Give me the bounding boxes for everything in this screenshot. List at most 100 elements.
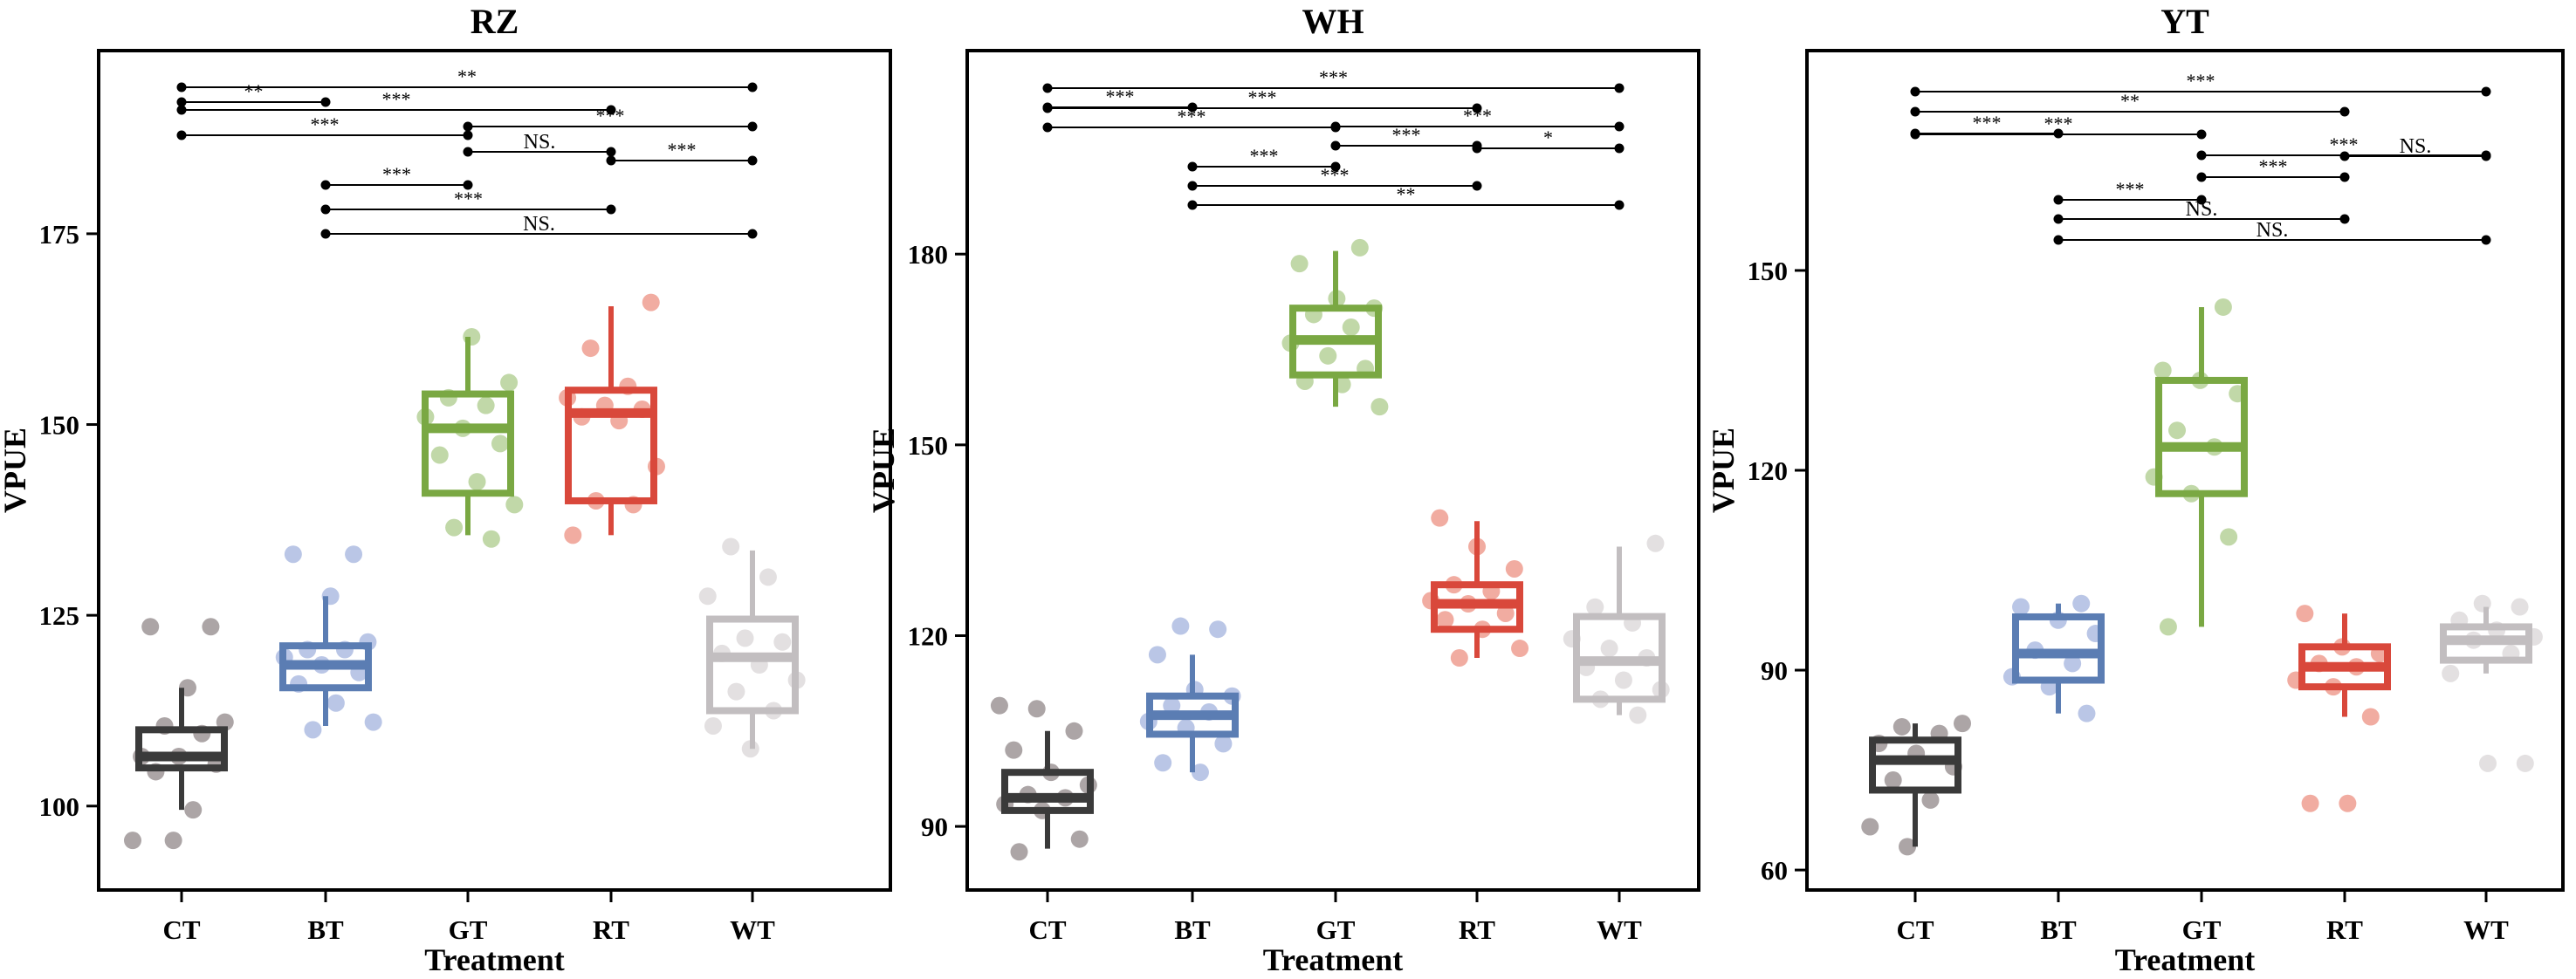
- data-point-gt: [2214, 298, 2232, 316]
- x-tick-label: WT: [730, 914, 775, 945]
- data-point-ct: [1005, 741, 1023, 759]
- data-point-ct: [141, 618, 160, 636]
- box-bt: [2012, 613, 2105, 684]
- data-point-rt: [1436, 611, 1454, 629]
- data-point-gt: [430, 446, 449, 464]
- significance-label: NS.: [523, 213, 555, 236]
- data-point-gt: [1342, 318, 1360, 337]
- x-axis-label: Treatment: [424, 942, 565, 977]
- data-point-ct: [1893, 717, 1911, 736]
- x-tick-label: BT: [1174, 914, 1211, 945]
- data-point-wt: [704, 716, 722, 735]
- data-point-rt: [2296, 605, 2314, 623]
- y-tick-label: 125: [39, 600, 80, 631]
- data-point-wt: [698, 587, 717, 606]
- significance-endpoint: [2339, 106, 2350, 117]
- x-axis-label: Treatment: [2115, 942, 2256, 977]
- data-point-wt: [1600, 640, 1618, 658]
- significance-label: ***: [382, 88, 411, 110]
- significance-endpoint: [606, 155, 616, 166]
- y-tick-label: 150: [39, 410, 80, 441]
- significance-endpoint: [2481, 235, 2491, 245]
- significance-label: ***: [1106, 86, 1135, 107]
- x-tick-label: RT: [1459, 914, 1495, 945]
- significance-endpoint: [747, 82, 758, 92]
- data-point-ct: [1921, 791, 1940, 809]
- significance-label: NS.: [2400, 135, 2432, 158]
- significance-endpoint: [1614, 83, 1625, 93]
- significance-endpoint: [2339, 172, 2350, 182]
- data-point-rt: [2301, 794, 2319, 812]
- data-point-ct: [1010, 843, 1028, 861]
- significance-endpoint: [1614, 121, 1625, 132]
- data-point-ct: [184, 801, 203, 819]
- significance-endpoint: [1187, 102, 1198, 113]
- data-point-gt: [1370, 398, 1389, 416]
- significance-endpoint: [1042, 83, 1053, 93]
- significance-label: **: [457, 65, 477, 87]
- x-tick-label: RT: [2326, 914, 2363, 945]
- data-point-bt: [1214, 735, 1233, 753]
- y-tick-label: 180: [908, 239, 949, 270]
- significance-endpoint: [1042, 122, 1053, 133]
- significance-endpoint: [2196, 150, 2207, 161]
- significance-endpoint: [176, 97, 187, 107]
- significance-label: ***: [2330, 134, 2359, 155]
- significance-endpoint: [1042, 102, 1053, 113]
- significance-endpoint: [1472, 103, 1482, 113]
- significance-endpoint: [747, 121, 758, 132]
- significance-label: NS.: [524, 131, 556, 154]
- y-tick-label: 175: [39, 219, 80, 250]
- significance-endpoint: [2053, 128, 2064, 139]
- y-tick-label: 100: [39, 791, 80, 822]
- data-point-gt: [2159, 618, 2177, 636]
- significance-label: ***: [2187, 70, 2215, 92]
- data-point-rt: [1511, 640, 1529, 658]
- data-point-gt: [491, 435, 509, 453]
- plot-frame: [965, 49, 1700, 892]
- significance-label: ***: [1392, 124, 1421, 146]
- data-point-ct: [1065, 722, 1083, 740]
- significance-label: ***: [1250, 145, 1279, 167]
- data-point-wt: [722, 537, 740, 556]
- significance-label: ***: [1973, 112, 2002, 134]
- data-point-rt: [1505, 559, 1523, 578]
- data-point-gt: [2168, 421, 2187, 440]
- x-tick-label: GT: [1316, 914, 1356, 945]
- significance-label: ***: [668, 139, 697, 161]
- data-point-wt: [1629, 706, 1647, 724]
- x-tick-label: WT: [2463, 914, 2509, 945]
- data-point-wt: [727, 682, 745, 701]
- box-ct: [1001, 769, 1094, 814]
- y-tick-label: 150: [908, 430, 949, 461]
- box-wt: [706, 615, 799, 715]
- significance-label: ***: [1319, 66, 1348, 88]
- x-tick-label: CT: [1028, 914, 1066, 945]
- data-point-bt: [304, 721, 322, 739]
- significance-endpoint: [463, 121, 473, 132]
- data-point-rt: [1496, 604, 1515, 622]
- data-point-ct: [1899, 838, 1917, 856]
- significance-endpoint: [747, 155, 758, 166]
- data-point-gt: [500, 373, 519, 392]
- data-point-bt: [2064, 654, 2082, 673]
- box-gt: [422, 390, 514, 497]
- data-point-wt: [2516, 754, 2534, 772]
- significance-endpoint: [320, 204, 331, 215]
- significance-label: ***: [382, 163, 411, 185]
- significance-label: ***: [1463, 105, 1492, 127]
- x-tick-label: WT: [1597, 914, 1642, 945]
- data-point-rt: [564, 526, 582, 544]
- data-point-wt: [2479, 754, 2497, 772]
- significance-endpoint: [1472, 181, 1482, 191]
- data-point-wt: [1646, 534, 1665, 552]
- data-point-bt: [2012, 598, 2030, 616]
- y-tick-label: 90: [1761, 655, 1788, 686]
- y-tick-label: 90: [921, 811, 948, 842]
- significance-label: ***: [311, 113, 340, 135]
- data-point-ct: [1861, 818, 1879, 836]
- significance-endpoint: [2053, 235, 2064, 245]
- significance-endpoint: [2196, 195, 2207, 205]
